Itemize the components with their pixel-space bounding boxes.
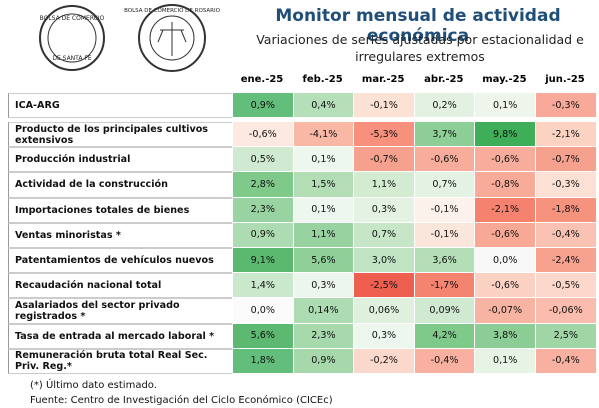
value-cell: -0,6%	[413, 147, 475, 173]
logo-seal	[149, 15, 195, 61]
value-cell: 4,2%	[413, 323, 475, 349]
value-cell: 0,09%	[413, 298, 475, 324]
value-cell: 1,1%	[353, 172, 414, 198]
value-cell: -0,4%	[535, 222, 596, 248]
row-label: Actividad de la construcción	[8, 172, 232, 198]
logo-seal	[138, 4, 206, 72]
column-header: may.-25	[482, 74, 527, 85]
value-cell: -4,1%	[292, 122, 354, 148]
value-cell: 3,0%	[353, 248, 414, 274]
value-cell: 1,4%	[232, 273, 293, 299]
value-cell: -0,3%	[535, 93, 596, 118]
value-cell: -2,1%	[535, 122, 596, 148]
value-cell: -2,5%	[353, 273, 414, 299]
value-cell: 0,06%	[353, 298, 414, 324]
value-cell: -0,2%	[353, 348, 414, 374]
value-cell: 9,1%	[232, 248, 293, 274]
value-cell: 0,1%	[292, 147, 354, 173]
logo-text: BOLSA DE COMERCIO	[40, 15, 105, 22]
value-cell: 0,1%	[474, 93, 535, 118]
value-cell: 0,7%	[413, 172, 475, 198]
value-cell: -0,6%	[474, 273, 535, 299]
value-cell: 2,8%	[232, 172, 293, 198]
row-label: Tasa de entrada al mercado laboral *	[8, 323, 232, 349]
row-label: Producto de los principales cultivos ext…	[8, 122, 232, 148]
value-cell: -1,8%	[535, 197, 596, 223]
subtitle: Variaciones de series ajustadas por esta…	[256, 32, 584, 64]
column-header: ene.-25	[240, 74, 284, 85]
value-cell: -0,4%	[535, 348, 596, 374]
value-cell: -0,5%	[535, 273, 596, 299]
row-label: Producción industrial	[8, 147, 232, 173]
logo-text: DE SANTA FE	[52, 55, 91, 62]
value-cell: 0,3%	[353, 197, 414, 223]
value-cell: 3,8%	[474, 323, 535, 349]
value-cell: 3,7%	[413, 122, 475, 148]
logo-seal	[47, 13, 97, 63]
value-cell: -0,1%	[413, 222, 475, 248]
value-cell: 5,6%	[292, 248, 354, 274]
value-cell: -2,1%	[474, 197, 535, 223]
value-cell: 0,4%	[292, 93, 354, 118]
value-cell: 5,6%	[232, 323, 293, 349]
value-cell: 0,9%	[232, 222, 293, 248]
value-cell: -0,3%	[535, 172, 596, 198]
row-label: Recaudación nacional total	[8, 273, 232, 299]
row-label: Ventas minoristas *	[8, 222, 232, 248]
footnote: (*) Último dato estimado.	[30, 380, 157, 391]
value-cell: 0,0%	[232, 298, 293, 324]
value-cell: -0,6%	[474, 222, 535, 248]
logo-emblem	[157, 22, 187, 56]
value-cell: -0,7%	[353, 147, 414, 173]
value-cell: -0,1%	[353, 93, 414, 118]
value-cell: -2,4%	[535, 248, 596, 274]
value-cell: 1,8%	[232, 348, 293, 374]
value-cell: 0,14%	[292, 298, 354, 324]
value-cell: 9,8%	[474, 122, 535, 148]
value-cell: 0,7%	[353, 222, 414, 248]
column-header: feb.-25	[302, 74, 343, 85]
row-label: Importaciones totales de bienes	[8, 197, 232, 223]
value-cell: 1,5%	[292, 172, 354, 198]
value-cell: 0,3%	[353, 323, 414, 349]
value-cell: -1,7%	[413, 273, 475, 299]
footnote: Fuente: Centro de Investigación del Cicl…	[30, 395, 333, 406]
value-cell: -0,7%	[535, 147, 596, 173]
value-cell: 1,1%	[292, 222, 354, 248]
title: Monitor mensual de actividad económica	[275, 6, 561, 46]
value-cell: 0,2%	[413, 93, 475, 118]
value-cell: -0,1%	[413, 197, 475, 223]
column-header: mar.-25	[361, 74, 405, 85]
value-cell: -0,4%	[413, 348, 475, 374]
value-cell: -5,3%	[353, 122, 414, 148]
value-cell: -0,06%	[535, 298, 596, 324]
row-label: Patentamientos de vehículos nuevos	[8, 248, 232, 274]
value-cell: 0,9%	[232, 93, 293, 118]
value-cell: 0,5%	[232, 147, 293, 173]
row-label: Remuneración bruta total Real Sec. Priv.…	[8, 348, 232, 374]
value-cell: 0,9%	[292, 348, 354, 374]
logo-seal	[39, 5, 105, 71]
row-label: Asalariados del sector privado registrad…	[8, 298, 232, 324]
logos: BOLSA DE COMERCIO DE SANTA FE BOLSA DE C…	[39, 4, 221, 72]
value-cell: 0,1%	[474, 348, 535, 374]
value-cell: 2,3%	[292, 323, 354, 349]
value-cell: 0,3%	[292, 273, 354, 299]
value-cell: -0,6%	[474, 147, 535, 173]
value-cell: 3,6%	[413, 248, 475, 274]
value-cell: 0,1%	[292, 197, 354, 223]
column-header: jun.-25	[545, 74, 585, 85]
column-header: abr.-25	[424, 74, 464, 85]
value-cell: -0,6%	[232, 122, 293, 148]
value-cell: -0,07%	[474, 298, 535, 324]
row-label: ICA-ARG	[8, 93, 232, 118]
value-cell: -0,8%	[474, 172, 535, 198]
logo-text: BOLSA DE COMERCIO DE ROSARIO	[124, 8, 221, 14]
value-cell: 2,5%	[535, 323, 596, 349]
value-cell: 2,3%	[232, 197, 293, 223]
value-cell: 0,0%	[474, 248, 535, 274]
